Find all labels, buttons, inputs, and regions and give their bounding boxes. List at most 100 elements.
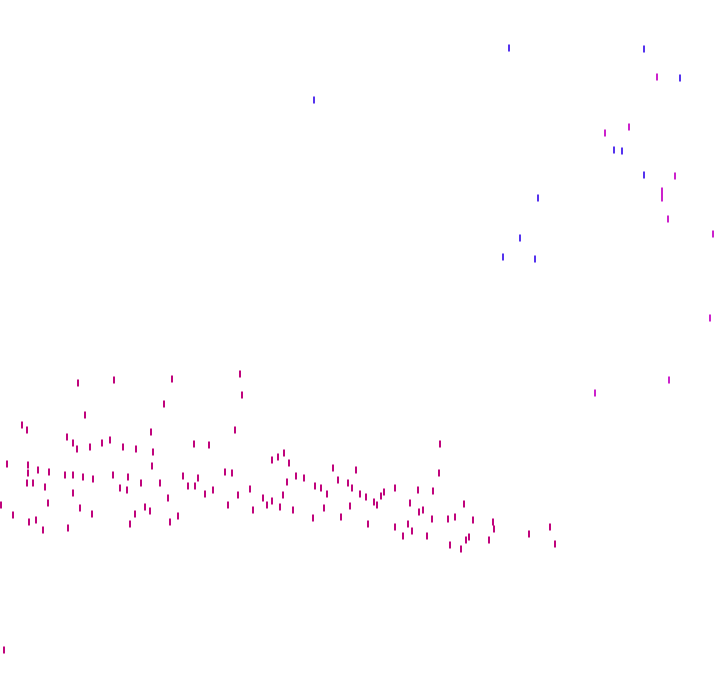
point <box>472 516 474 524</box>
point <box>47 499 49 507</box>
point <box>231 469 233 477</box>
point <box>460 545 462 553</box>
point <box>32 479 34 487</box>
point <box>449 541 451 549</box>
point <box>554 540 556 548</box>
point <box>373 498 375 506</box>
point <box>431 515 433 523</box>
point <box>492 518 494 526</box>
point <box>92 475 94 483</box>
point <box>109 436 111 444</box>
point <box>237 491 239 499</box>
point <box>282 491 284 499</box>
point <box>0 501 2 509</box>
point <box>439 440 441 448</box>
point <box>537 194 539 202</box>
point <box>376 501 378 509</box>
point <box>42 526 44 534</box>
point <box>48 468 50 476</box>
point <box>303 474 305 482</box>
point <box>320 484 322 492</box>
point <box>12 511 14 519</box>
point <box>493 525 495 533</box>
point <box>402 532 404 540</box>
point <box>668 376 670 384</box>
point <box>127 473 129 481</box>
point <box>463 500 465 508</box>
point <box>332 464 334 472</box>
point <box>134 510 136 518</box>
point <box>337 476 339 484</box>
point <box>67 524 69 532</box>
point <box>266 501 268 509</box>
point <box>64 471 66 479</box>
point <box>135 445 137 453</box>
point <box>709 314 711 322</box>
point <box>234 426 236 434</box>
point <box>126 486 128 494</box>
point <box>613 146 615 154</box>
point <box>44 483 46 491</box>
point <box>418 508 420 516</box>
point <box>661 187 663 195</box>
point <box>674 172 676 180</box>
point <box>417 486 419 494</box>
point <box>407 520 409 528</box>
point <box>150 428 152 436</box>
point <box>152 448 154 456</box>
point <box>84 411 86 419</box>
point <box>252 506 254 514</box>
point <box>27 461 29 469</box>
point <box>187 482 189 490</box>
point <box>367 520 369 528</box>
point <box>163 400 165 408</box>
point <box>129 520 131 528</box>
point <box>194 482 196 490</box>
point <box>169 518 171 526</box>
point <box>409 499 411 507</box>
point <box>465 536 467 544</box>
point <box>6 460 8 468</box>
point <box>312 514 314 522</box>
point <box>271 456 273 464</box>
point <box>549 523 551 531</box>
point <box>82 473 84 481</box>
point <box>227 501 229 509</box>
point <box>177 512 179 520</box>
point <box>122 443 124 451</box>
point <box>519 234 521 242</box>
point <box>594 389 596 397</box>
point <box>224 468 226 476</box>
point <box>643 171 645 179</box>
point <box>89 443 91 451</box>
point <box>394 484 396 492</box>
point <box>422 506 424 514</box>
point <box>28 518 30 526</box>
point <box>249 485 251 493</box>
point <box>292 506 294 514</box>
point <box>72 471 74 479</box>
point <box>383 488 385 496</box>
point <box>528 530 530 538</box>
point <box>212 486 214 494</box>
point <box>355 466 357 474</box>
point <box>76 445 78 453</box>
point <box>679 74 681 82</box>
point <box>656 73 658 81</box>
point <box>454 513 456 521</box>
point <box>508 44 510 52</box>
point <box>193 440 195 448</box>
point <box>661 194 663 202</box>
point <box>182 472 184 480</box>
point <box>314 482 316 490</box>
point <box>79 504 81 512</box>
point <box>534 255 536 263</box>
point <box>468 533 470 541</box>
point <box>167 494 169 502</box>
point <box>72 489 74 497</box>
point <box>359 490 361 498</box>
point <box>3 646 5 654</box>
point <box>119 484 121 492</box>
point <box>502 253 504 261</box>
